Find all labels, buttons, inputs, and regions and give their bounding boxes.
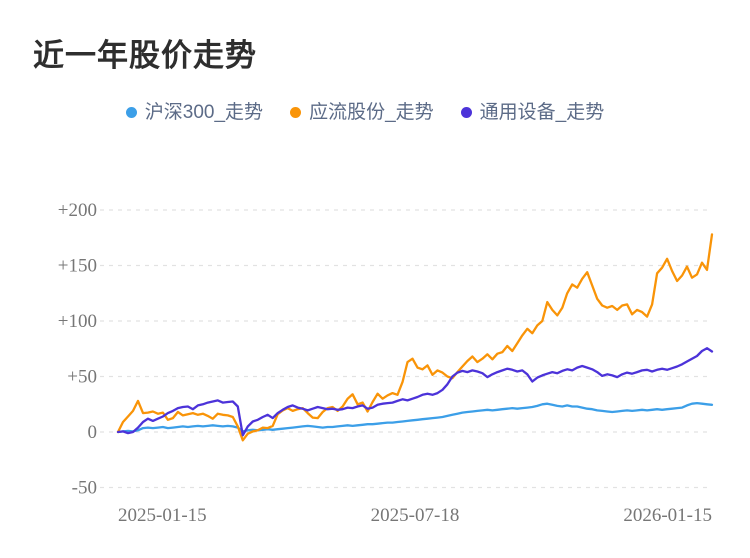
series-line-应流股份_走势 bbox=[116, 233, 714, 442]
x-tick-label: 2026-01-15 bbox=[623, 505, 712, 526]
legend-dot-icon bbox=[290, 107, 302, 118]
y-axis-tick-labels: +200 +150 +100 +50 0 -50 bbox=[58, 200, 97, 499]
chart-legend: 沪深300_走势 应流股份_走势 通用设备_走势 bbox=[0, 103, 730, 122]
page-title: 近一年股价走势 bbox=[33, 38, 257, 73]
gridlines bbox=[100, 209, 712, 489]
legend-item-yingliu[interactable]: 应流股份_走势 bbox=[290, 103, 434, 122]
legend-dot-icon bbox=[125, 107, 137, 118]
y-tick-label: -50 bbox=[72, 478, 97, 499]
legend-dot-icon bbox=[460, 107, 472, 118]
x-axis-tick-labels: 2025-01-15 2025-07-18 2026-01-15 bbox=[118, 505, 712, 526]
legend-label: 通用设备_走势 bbox=[479, 102, 605, 123]
y-tick-label: +50 bbox=[67, 367, 97, 388]
legend-item-csi300[interactable]: 沪深300_走势 bbox=[125, 102, 264, 123]
y-tick-label: +150 bbox=[58, 256, 97, 277]
legend-label: 应流股份_走势 bbox=[309, 102, 434, 123]
x-tick-label: 2025-01-15 bbox=[118, 505, 207, 526]
series-line-通用设备_走势 bbox=[116, 347, 714, 437]
legend-label: 沪深300_走势 bbox=[144, 102, 264, 123]
legend-item-general-equipment[interactable]: 通用设备_走势 bbox=[460, 102, 605, 123]
y-tick-label: 0 bbox=[88, 422, 98, 443]
x-tick-label: 2025-07-18 bbox=[371, 505, 460, 526]
series-line-沪深300_走势 bbox=[116, 401, 714, 434]
y-tick-label: +200 bbox=[58, 200, 97, 221]
y-tick-label: +100 bbox=[58, 311, 97, 332]
